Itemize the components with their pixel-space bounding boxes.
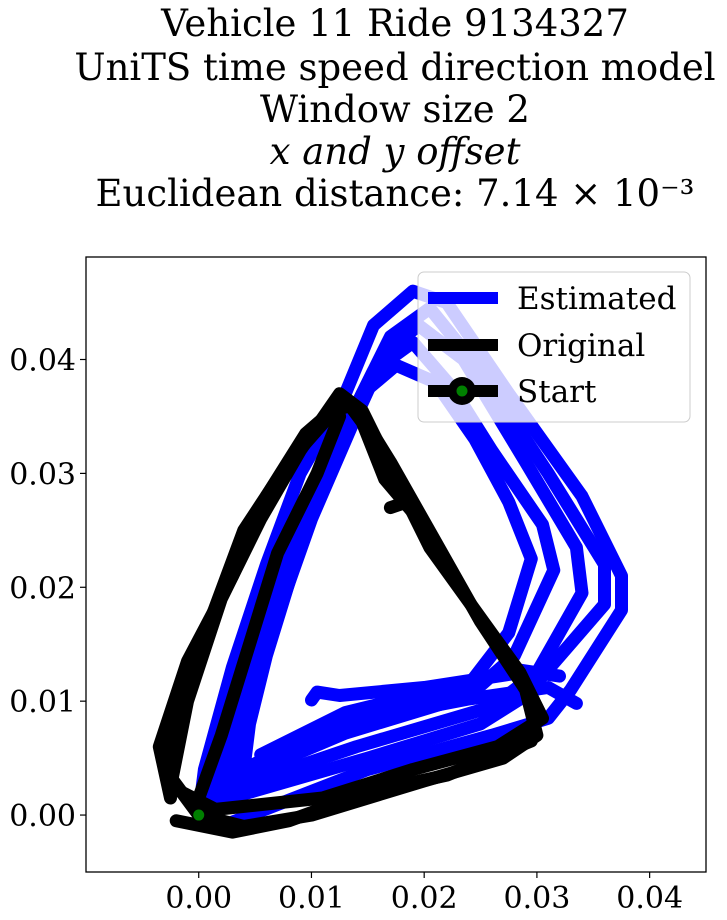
series-original	[152, 387, 549, 839]
y-tick-label: 0.03	[9, 457, 76, 492]
title-line-5: Euclidean distance: 7.14 × 10⁻³	[96, 172, 695, 215]
legend-label-start: Start	[517, 374, 597, 410]
title-line-4: x and y offset	[270, 130, 521, 173]
legend-swatch-start-dot	[456, 385, 468, 397]
y-tick-label: 0.00	[9, 799, 76, 834]
series-original-lap-4	[169, 734, 538, 839]
legend: Estimated Original Start	[417, 271, 691, 423]
title-line-2: UniTS time speed direction model	[74, 46, 715, 89]
series-estimated-lap-7	[282, 681, 583, 754]
y-tick-label: 0.04	[9, 344, 76, 379]
legend-label-original: Original	[517, 328, 645, 364]
legend-label-estimated: Estimated	[517, 281, 676, 317]
x-tick-label: 0.02	[391, 881, 458, 916]
chart-title: Vehicle 11 Ride 9134327 UniTS time speed…	[74, 2, 715, 215]
title-line-1: Vehicle 11 Ride 9134327	[160, 2, 629, 45]
x-tick-label: 0.04	[616, 881, 683, 916]
series-estimated-lap-8	[305, 666, 527, 707]
start-point-marker	[193, 809, 205, 821]
plot-frame	[85, 256, 707, 873]
series-original-lap-5	[192, 409, 347, 805]
series-original-lap-3	[152, 392, 425, 805]
y-tick-label: 0.02	[9, 571, 76, 606]
legend-box	[417, 271, 691, 423]
y-axis: 0.00 0.01 0.02 0.03 0.04	[9, 344, 86, 834]
title-line-3: Window size 2	[260, 88, 530, 131]
x-tick-label: 0.01	[278, 881, 345, 916]
x-axis: 0.00 0.01 0.02 0.03 0.04	[165, 872, 683, 916]
x-tick-label: 0.03	[504, 881, 571, 916]
series-original-lap-2	[164, 387, 549, 816]
x-tick-label: 0.00	[165, 881, 232, 916]
y-tick-label: 0.01	[9, 685, 76, 720]
